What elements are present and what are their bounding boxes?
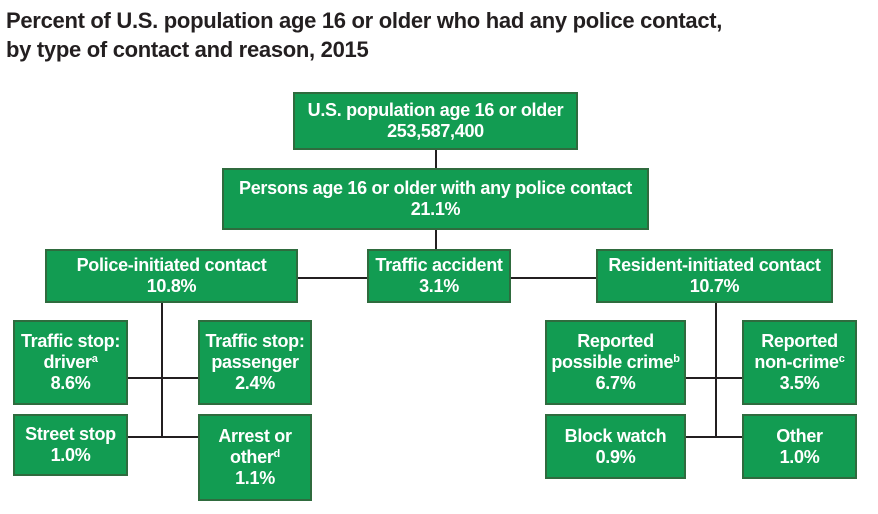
node-police-initiated-value: 10.8%: [146, 276, 197, 296]
node-other-label: Other: [776, 425, 823, 446]
node-traffic-stop-passenger-value: 2.4%: [235, 373, 275, 393]
node-population-label: U.S. population age 16 or older: [307, 100, 564, 120]
node-traffic-stop-passenger: Traffic stop: passenger 2.4%: [198, 320, 312, 405]
node-reported-possible-crime-value: 6.7%: [595, 373, 636, 393]
node-traffic-stop-passenger-label2: passenger: [211, 352, 299, 372]
node-reported-non-crime-label2-line: non-crimec: [754, 352, 844, 373]
node-population-value: 253,587,400: [387, 121, 484, 141]
node-resident-initiated: Resident-initiated contact 10.7%: [596, 249, 833, 303]
node-reported-non-crime-label1: Reported: [761, 331, 838, 351]
node-any-contact-label: Persons age 16 or older with any police …: [238, 178, 633, 198]
node-other: Other 1.0%: [742, 414, 857, 479]
footnote-marker-a: a: [91, 353, 98, 365]
node-reported-non-crime: Reported non-crimec 3.5%: [742, 320, 857, 405]
node-police-initiated: Police-initiated contact 10.8%: [45, 249, 298, 303]
node-block-watch-label: Block watch: [564, 425, 667, 446]
node-population: U.S. population age 16 or older 253,587,…: [293, 92, 578, 150]
node-any-contact: Persons age 16 or older with any police …: [222, 168, 649, 230]
node-resident-initiated-label: Resident-initiated contact: [608, 255, 821, 275]
node-street-stop: Street stop 1.0%: [13, 414, 128, 476]
node-block-watch-value: 0.9%: [595, 446, 636, 467]
node-street-stop-value: 1.0%: [50, 445, 91, 465]
node-traffic-accident: Traffic accident 3.1%: [367, 249, 511, 303]
node-traffic-stop-driver-label2: driver: [43, 352, 92, 372]
node-any-contact-value: 21.1%: [410, 199, 461, 219]
node-street-stop-label: Street stop: [25, 424, 116, 444]
node-traffic-stop-passenger-label1: Traffic stop:: [205, 331, 305, 351]
node-resident-initiated-value: 10.7%: [689, 276, 740, 296]
chart-title: Percent of U.S. population age 16 or old…: [6, 6, 872, 64]
node-arrest-or-other-label2: other: [230, 447, 274, 467]
node-arrest-or-other-value: 1.1%: [235, 468, 275, 488]
node-reported-non-crime-label2: non-crime: [754, 352, 839, 372]
node-traffic-accident-value: 3.1%: [419, 276, 459, 296]
node-traffic-stop-driver-label2-line: drivera: [43, 352, 97, 373]
node-block-watch: Block watch 0.9%: [545, 414, 686, 479]
node-police-initiated-label: Police-initiated contact: [76, 255, 267, 275]
node-traffic-stop-driver-value: 8.6%: [50, 373, 91, 393]
node-traffic-accident-label: Traffic accident: [375, 255, 503, 275]
node-arrest-or-other-label2-line: otherd: [230, 447, 280, 468]
footnote-marker-c: c: [838, 353, 845, 365]
node-reported-possible-crime: Reported possible crimeb 6.7%: [545, 320, 686, 405]
node-arrest-or-other-label1: Arrest or: [218, 426, 292, 446]
node-traffic-stop-driver-label1: Traffic stop:: [20, 331, 121, 351]
node-reported-possible-crime-label1: Reported: [577, 331, 654, 351]
node-arrest-or-other: Arrest or otherd 1.1%: [198, 414, 312, 501]
node-other-value: 1.0%: [779, 446, 820, 467]
footnote-marker-d: d: [273, 448, 281, 460]
title-line-1: Percent of U.S. population age 16 or old…: [6, 8, 723, 33]
node-reported-possible-crime-label2: possible crime: [551, 352, 674, 372]
title-line-2: by type of contact and reason, 2015: [6, 37, 369, 62]
node-reported-possible-crime-label2-line: possible crimeb: [551, 352, 680, 373]
node-reported-non-crime-value: 3.5%: [779, 373, 820, 393]
footnote-marker-b: b: [673, 353, 680, 365]
node-traffic-stop-driver: Traffic stop: drivera 8.6%: [13, 320, 128, 405]
